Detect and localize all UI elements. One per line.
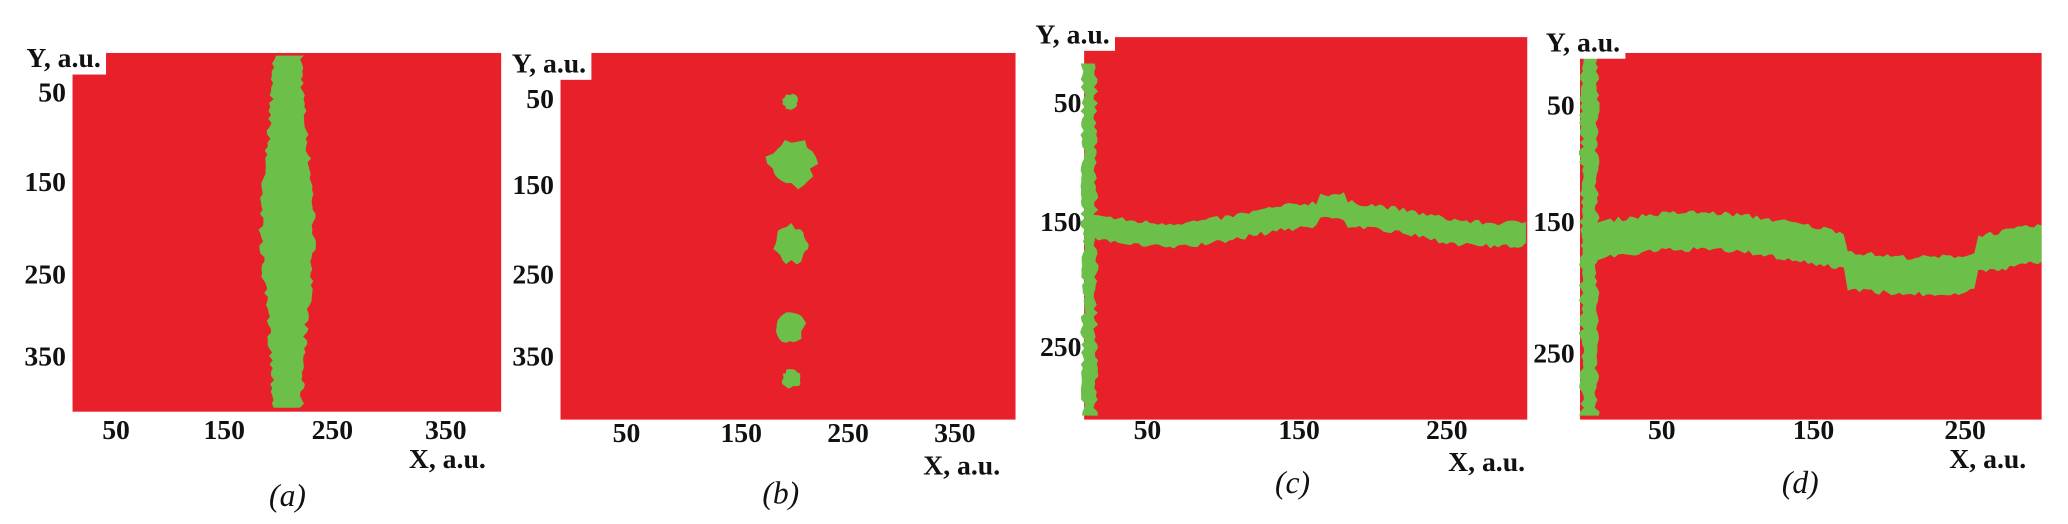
y-tick-label: 350	[24, 340, 66, 371]
green-region	[781, 369, 801, 389]
panel: 50 150 250 350 50 150 250 350 Y, a.u. X, a.u. (b)	[509, 46, 1016, 510]
x-tick-label: 350	[934, 417, 976, 448]
y-axis-label: Y, a.u.	[1546, 26, 1620, 57]
y-tick-label: 150	[24, 166, 66, 197]
panel-caption: (d)	[1782, 465, 1819, 500]
green-region	[775, 312, 807, 343]
x-axis-label: X, a.u.	[1448, 446, 1525, 477]
panel: 50 150 250 50 150 250 Y, a.u. X, a.u. (c)	[1032, 17, 1528, 500]
green-region	[773, 223, 809, 265]
y-axis-label: Y, a.u.	[1035, 18, 1109, 49]
panel-caption: (a)	[269, 478, 306, 513]
x-tick-label: 50	[102, 414, 130, 445]
x-tick-label: 150	[1278, 414, 1320, 445]
panel: 50 150 250 350 50 150 250 350 Y, a.u. X, a.u. (a)	[23, 40, 502, 513]
label-background	[23, 40, 107, 75]
x-tick-label: 50	[613, 417, 641, 448]
green-region	[1086, 192, 1526, 249]
y-tick-label: 50	[38, 77, 66, 108]
x-tick-label: 150	[1793, 414, 1835, 445]
x-tick-label: 250	[827, 417, 869, 448]
panel: 50 150 250 50 150 250 Y, a.u. X, a.u. (d)	[1533, 25, 2042, 500]
y-tick-label: 150	[512, 169, 554, 200]
y-tick-label: 150	[1533, 206, 1575, 237]
x-tick-label: 150	[203, 414, 245, 445]
label-background	[509, 46, 592, 80]
x-tick-label: 50	[1648, 414, 1676, 445]
y-tick-label: 350	[512, 340, 554, 371]
green-region	[781, 93, 798, 111]
x-axis-label: X, a.u.	[409, 443, 486, 474]
panel-caption: (c)	[1275, 465, 1310, 500]
y-tick-label: 50	[526, 83, 554, 114]
label-background	[1543, 25, 1626, 59]
x-tick-label: 250	[1944, 414, 1986, 445]
x-tick-label: 250	[1426, 414, 1468, 445]
x-tick-label: 150	[720, 417, 762, 448]
y-tick-label: 250	[1533, 338, 1575, 369]
panel-caption: (b)	[762, 475, 799, 510]
y-axis-label: Y, a.u.	[26, 42, 100, 73]
y-tick-label: 250	[1040, 331, 1082, 362]
green-region	[1582, 210, 2042, 297]
green-region	[765, 139, 819, 190]
x-tick-label: 50	[1134, 414, 1162, 445]
y-axis-label: Y, a.u.	[512, 48, 586, 79]
x-tick-label: 350	[425, 414, 467, 445]
y-tick-label: 50	[1547, 90, 1575, 121]
green-region	[1080, 63, 1099, 416]
x-axis-label: X, a.u.	[1949, 443, 2026, 474]
y-tick-label: 250	[512, 259, 554, 290]
y-tick-label: 250	[24, 259, 66, 290]
green-region	[258, 55, 316, 408]
x-tick-label: 250	[312, 414, 354, 445]
label-background	[1032, 17, 1115, 51]
y-tick-label: 50	[1054, 87, 1082, 118]
x-axis-label: X, a.u.	[923, 450, 1000, 481]
y-tick-label: 150	[1040, 206, 1082, 237]
